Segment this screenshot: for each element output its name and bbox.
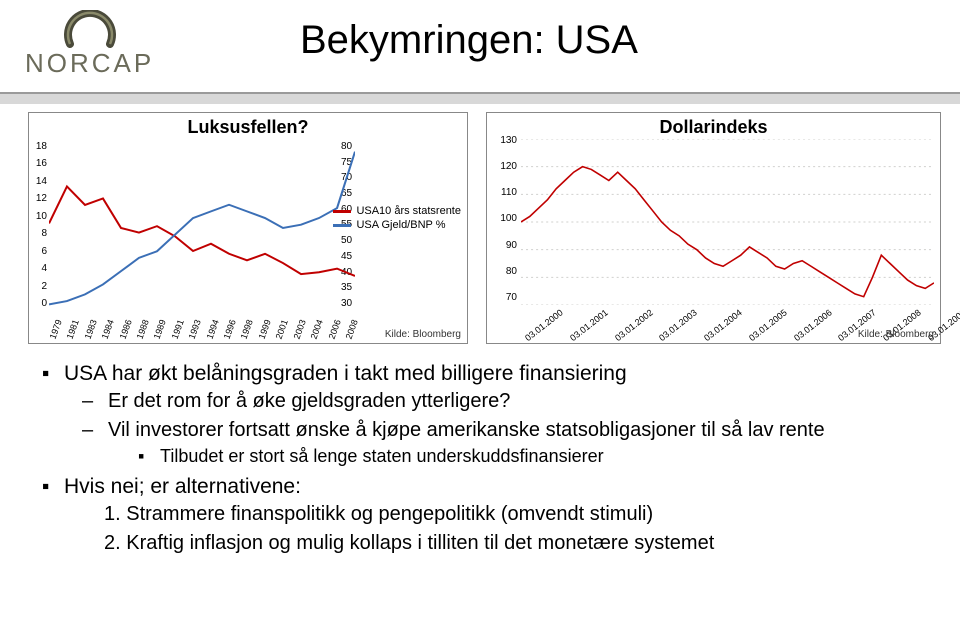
chart1-source: Kilde: Bloomberg bbox=[385, 329, 461, 340]
chart1-legend: USA10 års statsrenteUSA Gjeld/BNP % bbox=[333, 205, 461, 233]
logo-text: NORCAP bbox=[25, 48, 154, 79]
logo-arc-icon bbox=[60, 10, 120, 50]
bullet-2: Hvis nei; er alternativene: 1. Strammere… bbox=[60, 473, 920, 557]
chart2-plot bbox=[521, 139, 934, 305]
chart-luksusfellen: Luksusfellen? 181614121086420 8075706560… bbox=[28, 112, 468, 344]
bullet-1-text: USA har økt belåningsgraden i takt med b… bbox=[64, 362, 627, 385]
title-separator bbox=[0, 92, 960, 104]
charts-row: Luksusfellen? 181614121086420 8075706560… bbox=[28, 112, 941, 344]
bullet-1: USA har økt belåningsgraden i takt med b… bbox=[60, 360, 920, 469]
bullet-1b-text: Vil investorer fortsatt ønske å kjøpe am… bbox=[108, 419, 825, 441]
chart1-y-left: 181614121086420 bbox=[33, 141, 47, 309]
chart1-title: Luksusfellen? bbox=[29, 113, 467, 138]
chart-dollarindeks: Dollarindeks 130120110100908070 03.01.20… bbox=[486, 112, 941, 344]
bullet-content: USA har økt belåningsgraden i takt med b… bbox=[60, 360, 920, 561]
chart1-plot bbox=[49, 145, 355, 311]
chart2-source: Kilde: Bloomberg bbox=[858, 329, 934, 340]
bullet-1a: Er det rom for å øke gjeldsgraden ytterl… bbox=[104, 388, 920, 415]
slide-title: Bekymringen: USA bbox=[300, 18, 638, 63]
bullet-1b: Vil investorer fortsatt ønske å kjøpe am… bbox=[104, 417, 920, 468]
bullet-2-text: Hvis nei; er alternativene: bbox=[64, 475, 301, 498]
bullet-2-1: 1. Strammere finanspolitikk og pengepoli… bbox=[104, 501, 920, 528]
chart2-y-axis: 130120110100908070 bbox=[493, 135, 517, 303]
chart2-title: Dollarindeks bbox=[487, 113, 940, 138]
bullet-1b1: Tilbudet er stort så lenge staten unders… bbox=[156, 444, 920, 468]
logo: NORCAP bbox=[25, 10, 154, 79]
chart1-x-axis: 1979198119831984198619881989199119931994… bbox=[49, 329, 355, 339]
bullet-2-2: 2. Kraftig inflasjon og mulig kollaps i … bbox=[104, 530, 920, 557]
